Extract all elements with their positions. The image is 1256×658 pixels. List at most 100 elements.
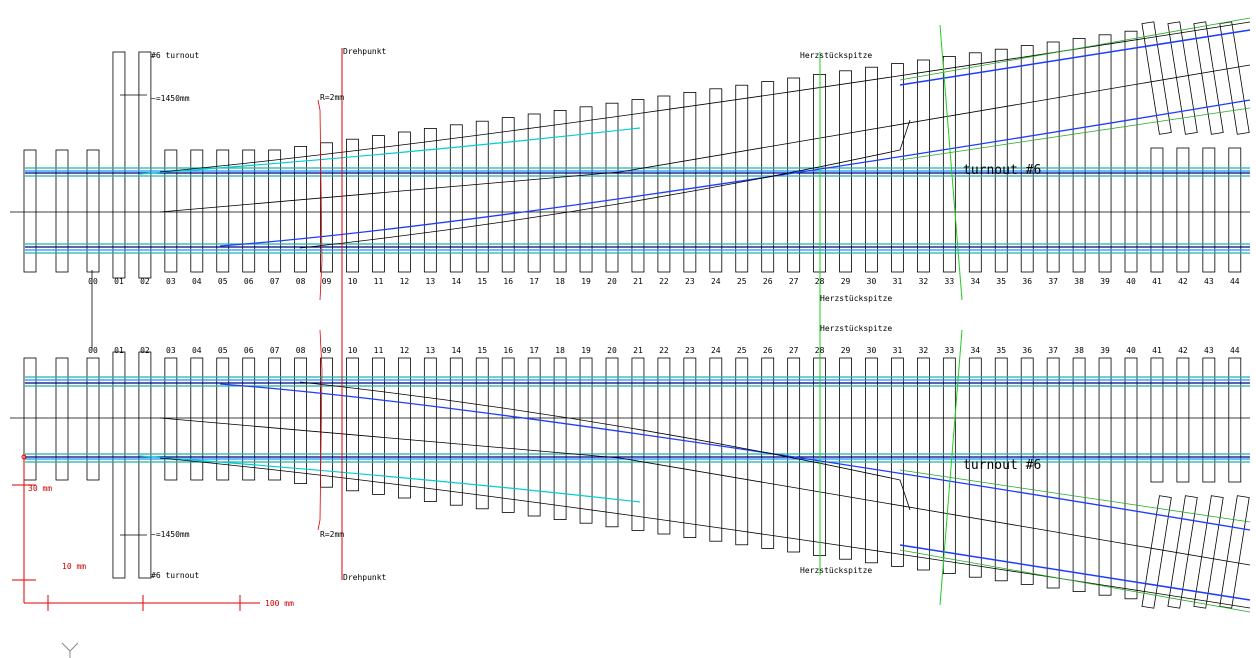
tie-number: 09 — [322, 277, 332, 286]
tie-number: 37 — [1048, 277, 1058, 286]
tie-number: 07 — [270, 346, 280, 355]
label: R=2mm — [320, 93, 344, 102]
tie-number: 37 — [1048, 346, 1058, 355]
tie-number: 18 — [555, 277, 565, 286]
tie-number: 33 — [945, 277, 955, 286]
tie-number: 22 — [659, 346, 669, 355]
label: Drehpunkt — [343, 47, 387, 56]
tie-number: 31 — [893, 346, 903, 355]
tie-number: 20 — [607, 346, 617, 355]
tie-number: 44 — [1230, 346, 1240, 355]
tie-number: 25 — [737, 346, 747, 355]
tie — [347, 139, 359, 272]
tie — [684, 358, 696, 538]
tie-number: 07 — [270, 277, 280, 286]
radius-line — [318, 100, 322, 300]
tie — [658, 96, 670, 272]
tie — [1099, 35, 1111, 272]
tie — [866, 67, 878, 272]
tie-number: 04 — [192, 277, 202, 286]
label: turnout #6 — [963, 458, 1041, 473]
tie-number: 34 — [970, 277, 980, 286]
label: Herzstückspitze — [800, 566, 872, 575]
tie-number: 15 — [477, 346, 487, 355]
tie-number: 43 — [1204, 277, 1214, 286]
tie — [866, 358, 878, 563]
scale-bar — [12, 455, 260, 611]
tie — [1073, 358, 1085, 592]
tie-number: 01 — [114, 277, 124, 286]
tie-number: 27 — [789, 346, 799, 355]
tie-number: 24 — [711, 277, 721, 286]
tie — [658, 358, 670, 534]
tie-number: 23 — [685, 346, 695, 355]
tie-number: 39 — [1100, 277, 1110, 286]
tie-number: 01 — [114, 346, 124, 355]
tie-number: 17 — [529, 277, 539, 286]
label: ~=1450mm — [151, 530, 190, 539]
tie-number: 35 — [996, 277, 1006, 286]
tie-number: 21 — [633, 277, 643, 286]
tie-number: 11 — [374, 346, 384, 355]
scale-label: 100 mm — [265, 599, 294, 608]
rail — [140, 128, 640, 174]
tie-number: 03 — [166, 277, 176, 286]
tie-number: 16 — [503, 277, 513, 286]
tie-number: 00 — [88, 277, 98, 286]
tie-number: 10 — [348, 277, 358, 286]
tie — [1125, 358, 1137, 599]
label: #6 turnout — [151, 571, 199, 580]
tie — [347, 358, 359, 491]
tie-number: 26 — [763, 277, 773, 286]
tie-number: 12 — [400, 277, 410, 286]
tie-number: 16 — [503, 346, 513, 355]
scale-label: 10 mm — [62, 562, 86, 571]
tie-number: 32 — [919, 277, 929, 286]
tie — [1220, 22, 1249, 134]
tie — [788, 78, 800, 272]
tie — [372, 136, 384, 272]
tie-number: 27 — [789, 277, 799, 286]
label: Drehpunkt — [343, 573, 387, 582]
tie-number: 12 — [400, 346, 410, 355]
tie-number: 08 — [296, 277, 306, 286]
tie — [1073, 38, 1085, 272]
tie-number: 19 — [581, 346, 591, 355]
tie-number: 13 — [426, 277, 436, 286]
tie — [788, 358, 800, 552]
tie-number: 28 — [815, 346, 825, 355]
tie-number: 23 — [685, 277, 695, 286]
tie — [1047, 358, 1059, 588]
tie-number: 00 — [88, 346, 98, 355]
tie-number: 33 — [945, 346, 955, 355]
tie-number: 03 — [166, 346, 176, 355]
tie-number: 29 — [841, 277, 851, 286]
label: R=2mm — [320, 530, 344, 539]
tie-number: 10 — [348, 346, 358, 355]
tie — [917, 358, 929, 570]
tie — [684, 92, 696, 272]
label: Herzstückspitze — [800, 51, 872, 60]
tie — [632, 358, 644, 530]
tie — [502, 118, 514, 272]
tie-number: 06 — [244, 346, 254, 355]
cad-drawing: #6 turnout ~=1450mm Drehpunkt R=2mm Herz… — [0, 0, 1256, 658]
label: Herzstückspitze — [820, 324, 892, 333]
scale-label: 30 mm — [28, 484, 52, 493]
tie — [1047, 42, 1059, 272]
rail — [160, 65, 1250, 212]
tie — [554, 110, 566, 272]
tie-number: 32 — [919, 346, 929, 355]
tie-number: 02 — [140, 346, 150, 355]
tie-number: 42 — [1178, 346, 1188, 355]
tie-number: 24 — [711, 346, 721, 355]
tie — [1220, 496, 1249, 608]
tie-number: 05 — [218, 346, 228, 355]
tie-number: 40 — [1126, 346, 1136, 355]
tie-number: 39 — [1100, 346, 1110, 355]
tie-number: 36 — [1022, 277, 1032, 286]
label: turnout #6 — [963, 163, 1041, 178]
tie-number: 41 — [1152, 277, 1162, 286]
tie-number: 36 — [1022, 346, 1032, 355]
tie-number: 02 — [140, 277, 150, 286]
